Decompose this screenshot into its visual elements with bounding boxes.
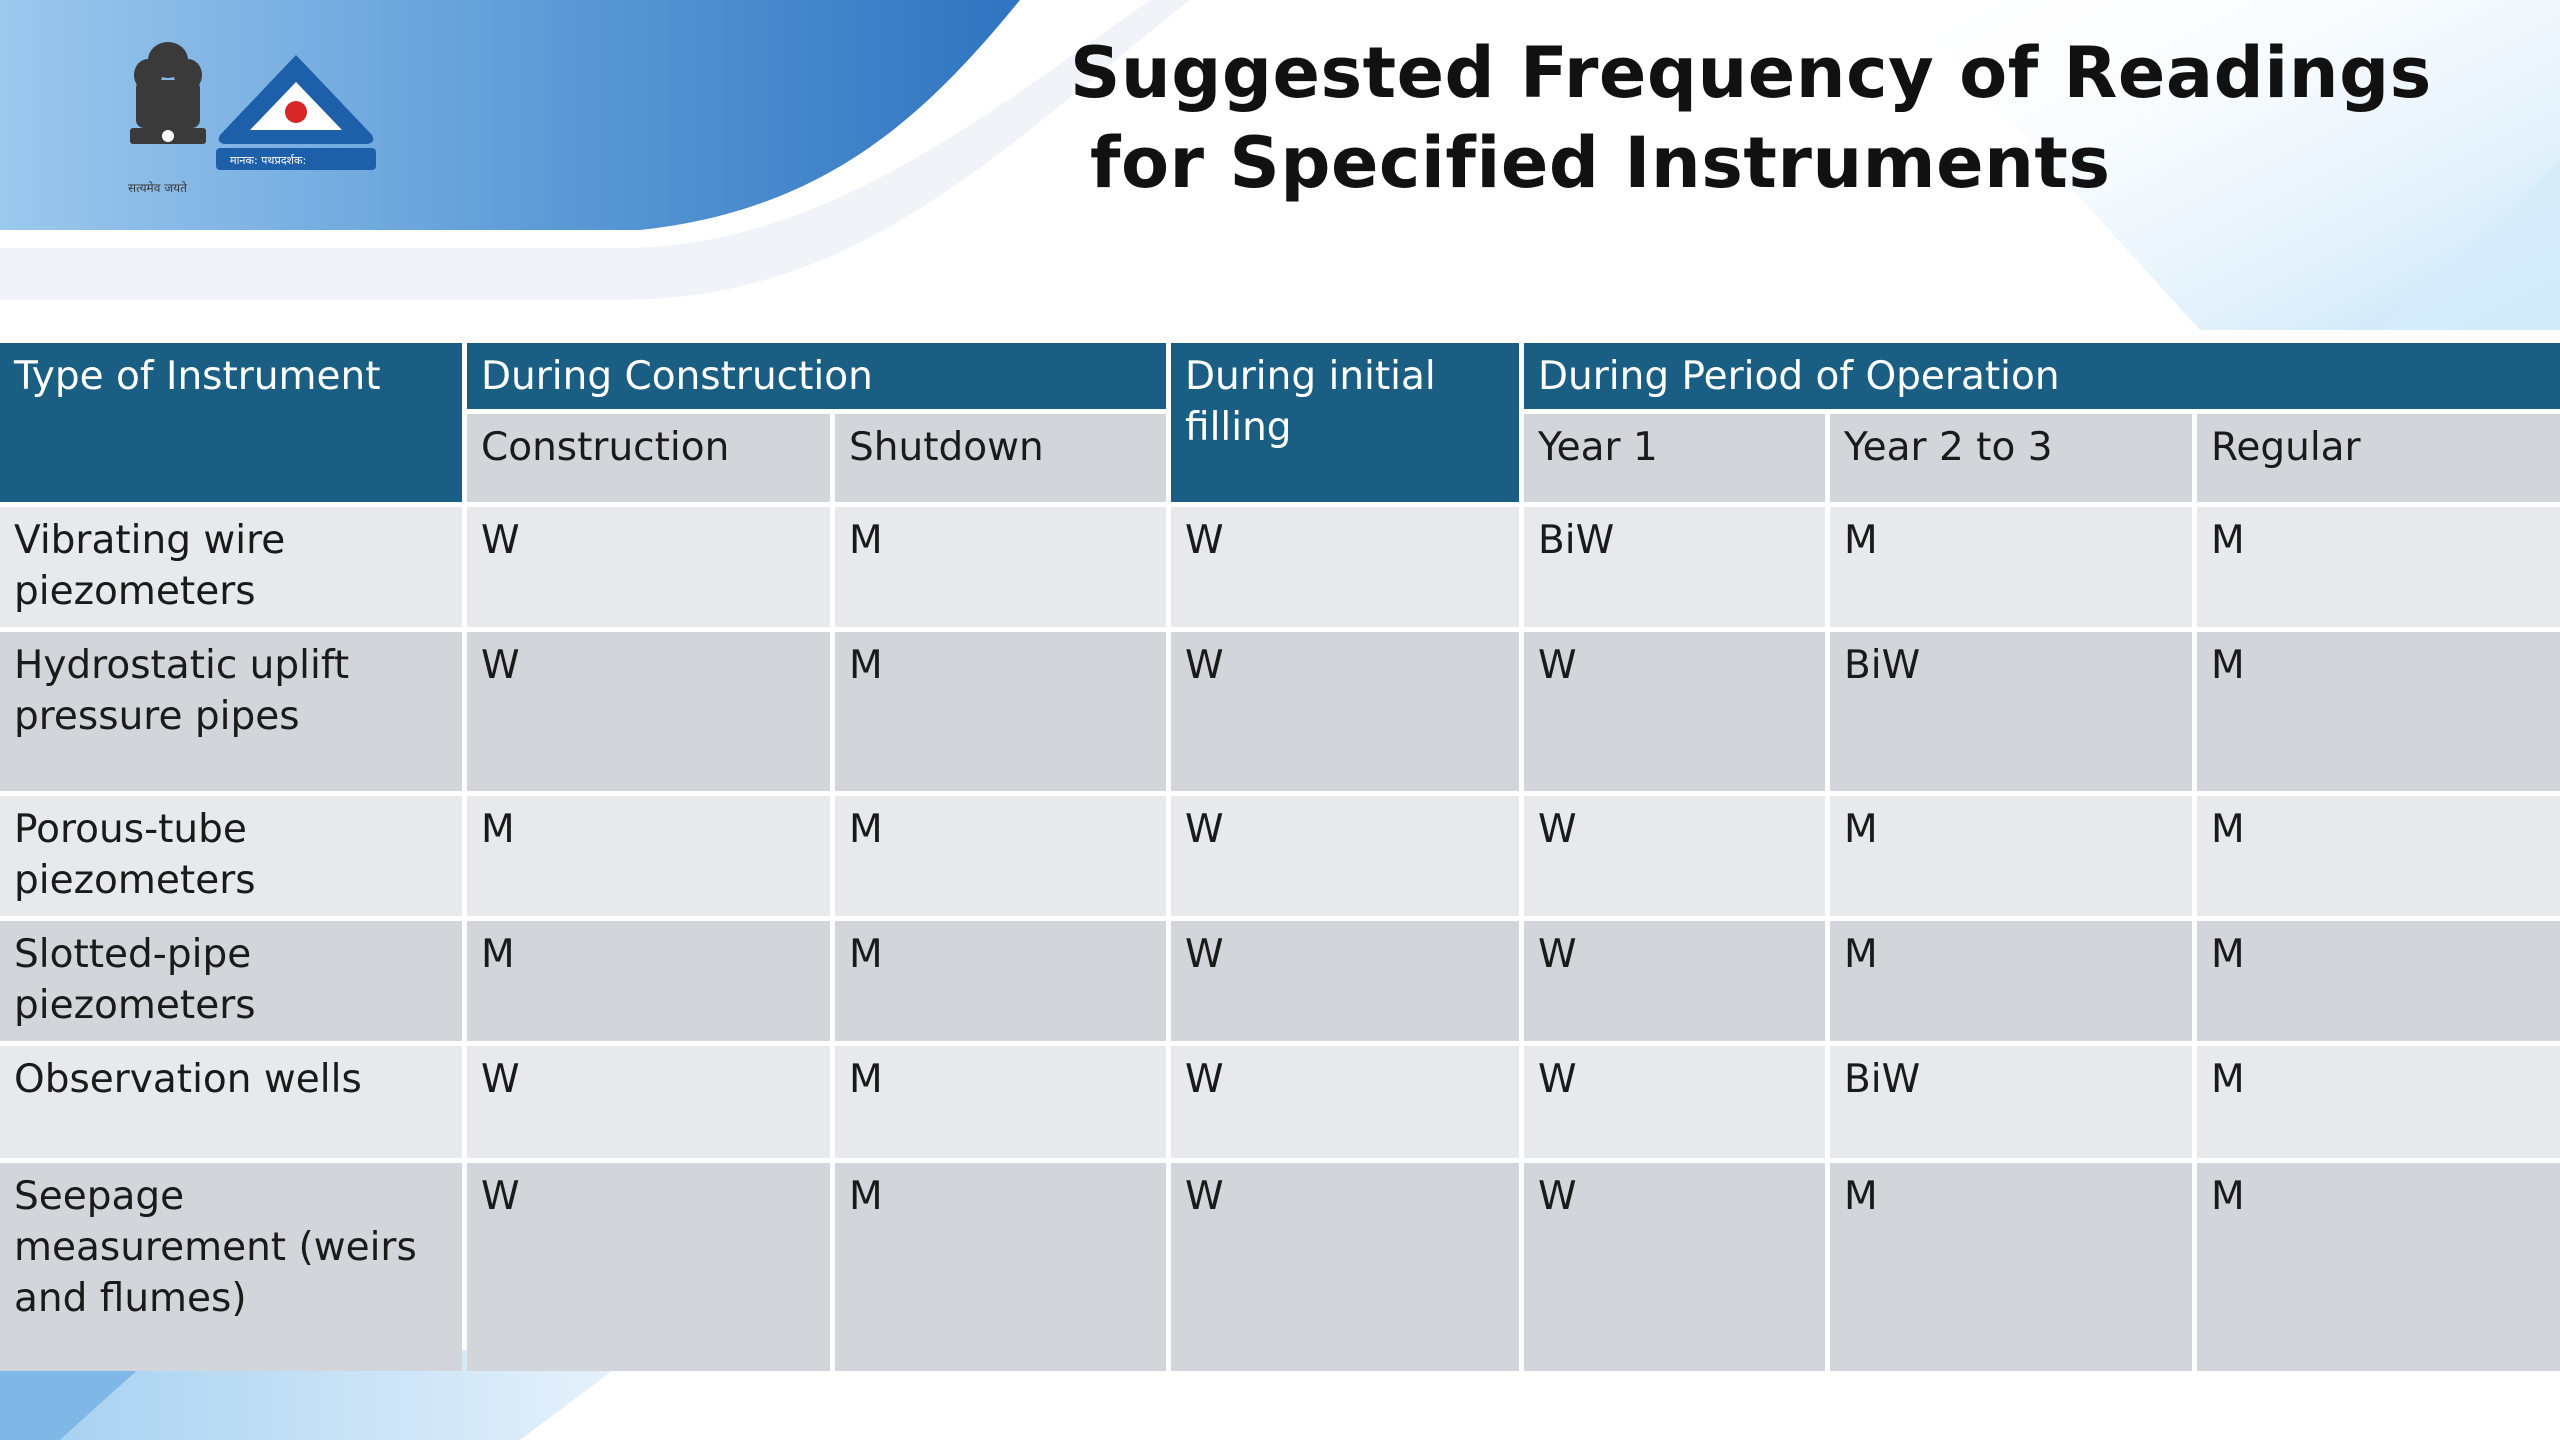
- subheader-regular: Regular: [2197, 414, 2560, 502]
- table-cell: BiW: [1830, 1046, 2192, 1158]
- bis-triangle-logo: [216, 55, 376, 170]
- table-cell: W: [467, 1046, 830, 1158]
- table-cell: M: [2197, 796, 2560, 916]
- frequency-table: Type of Instrument During Construction D…: [0, 338, 2560, 1376]
- subheader-construction: Construction: [467, 414, 830, 502]
- table-row: Porous-tube piezometers M M W W M M: [0, 796, 2560, 916]
- bis-motto: मानक: पथप्रदर्शक:: [230, 154, 306, 167]
- table-cell: M: [2197, 1163, 2560, 1371]
- page-title: Suggested Frequency of Readings for Spec…: [1070, 28, 2470, 208]
- table-cell: W: [1171, 921, 1519, 1041]
- table-cell: M: [467, 921, 830, 1041]
- instrument-name: Hydrostatic uplift pressure pipes: [0, 632, 462, 791]
- header-instrument: Type of Instrument: [0, 343, 462, 502]
- table-cell: W: [1171, 796, 1519, 916]
- table-row: Slotted-pipe piezometers M M W W M M: [0, 921, 2560, 1041]
- table-cell: W: [1524, 1046, 1825, 1158]
- table-cell: W: [1171, 632, 1519, 791]
- table-cell: W: [467, 632, 830, 791]
- table-cell: M: [2197, 632, 2560, 791]
- table-cell: W: [1524, 632, 1825, 791]
- table-cell: M: [467, 796, 830, 916]
- subheader-shutdown: Shutdown: [835, 414, 1166, 502]
- table-cell: M: [2197, 921, 2560, 1041]
- table-cell: M: [2197, 507, 2560, 627]
- table-cell: M: [835, 1046, 1166, 1158]
- table-row: Vibrating wire piezometers W M W BiW M M: [0, 507, 2560, 627]
- title-line-1: Suggested Frequency of Readings: [1070, 32, 2432, 114]
- table-cell: W: [1171, 507, 1519, 627]
- table-cell: M: [835, 921, 1166, 1041]
- logo-group: सत्यमेव जयते मानक: पथप्रदर्शक:: [110, 20, 390, 200]
- emblem-motto: सत्यमेव जयते: [128, 181, 188, 195]
- table-cell: W: [1171, 1163, 1519, 1371]
- table-cell: M: [835, 1163, 1166, 1371]
- table-cell: BiW: [1830, 632, 2192, 791]
- table-cell: W: [1171, 1046, 1519, 1158]
- table-cell: M: [835, 796, 1166, 916]
- table-cell: M: [835, 632, 1166, 791]
- header-initial-filling: During initial filling: [1171, 343, 1519, 502]
- table-row: Hydrostatic uplift pressure pipes W M W …: [0, 632, 2560, 791]
- subheader-year-1: Year 1: [1524, 414, 1825, 502]
- instrument-name: Vibrating wire piezometers: [0, 507, 462, 627]
- table-cell: M: [1830, 1163, 2192, 1371]
- instrument-name: Slotted-pipe piezometers: [0, 921, 462, 1041]
- table-cell: M: [1830, 921, 2192, 1041]
- table-cell: M: [835, 507, 1166, 627]
- header-during-construction: During Construction: [467, 343, 1166, 409]
- instrument-name: Porous-tube piezometers: [0, 796, 462, 916]
- national-emblem-icon: सत्यमेव जयते मानक: पथप्रदर्शक:: [128, 42, 376, 195]
- table-cell: M: [2197, 1046, 2560, 1158]
- table-cell: W: [1524, 1163, 1825, 1371]
- table-row: Seepage measurement (weirs and flumes) W…: [0, 1163, 2560, 1371]
- table-cell: W: [467, 1163, 830, 1371]
- instrument-name: Observation wells: [0, 1046, 462, 1158]
- table-cell: W: [1524, 921, 1825, 1041]
- header-period-of-operation: During Period of Operation: [1524, 343, 2560, 409]
- title-line-2: for Specified Instruments: [1090, 122, 2111, 204]
- table-cell: BiW: [1524, 507, 1825, 627]
- table-cell: W: [1524, 796, 1825, 916]
- table-cell: M: [1830, 507, 2192, 627]
- table-cell: M: [1830, 796, 2192, 916]
- subheader-year-2-to-3: Year 2 to 3: [1830, 414, 2192, 502]
- table-row: Observation wells W M W W BiW M: [0, 1046, 2560, 1158]
- instrument-name: Seepage measurement (weirs and flumes): [0, 1163, 462, 1371]
- table-cell: W: [467, 507, 830, 627]
